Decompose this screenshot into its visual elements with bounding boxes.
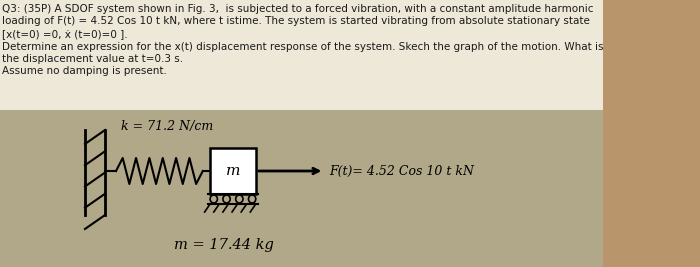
Text: Determine an expression for the x(t) displacement response of the system. Skech : Determine an expression for the x(t) dis… xyxy=(2,41,603,52)
FancyBboxPatch shape xyxy=(0,0,603,267)
Text: [x(t=0) =0, ẋ (t=0)=0 ].: [x(t=0) =0, ẋ (t=0)=0 ]. xyxy=(2,29,127,39)
Text: the displacement value at t=0.3 s.: the displacement value at t=0.3 s. xyxy=(2,54,183,64)
Bar xyxy=(210,148,256,194)
Text: loading of F(t) = 4.52 Cos 10 t kN, where t istime. The system is started vibrat: loading of F(t) = 4.52 Cos 10 t kN, wher… xyxy=(2,17,589,26)
FancyBboxPatch shape xyxy=(0,110,603,267)
Text: F(t)= 4.52 Cos 10 t kN: F(t)= 4.52 Cos 10 t kN xyxy=(329,164,474,178)
Text: m: m xyxy=(225,164,240,178)
Text: Assume no damping is present.: Assume no damping is present. xyxy=(2,66,167,77)
Text: Q3: (35P) A SDOF system shown in Fig. 3,  is subjected to a forced vibration, wi: Q3: (35P) A SDOF system shown in Fig. 3,… xyxy=(2,4,594,14)
Text: m = 17.44 kg: m = 17.44 kg xyxy=(174,238,274,252)
Text: k = 71.2 N/cm: k = 71.2 N/cm xyxy=(120,120,213,133)
